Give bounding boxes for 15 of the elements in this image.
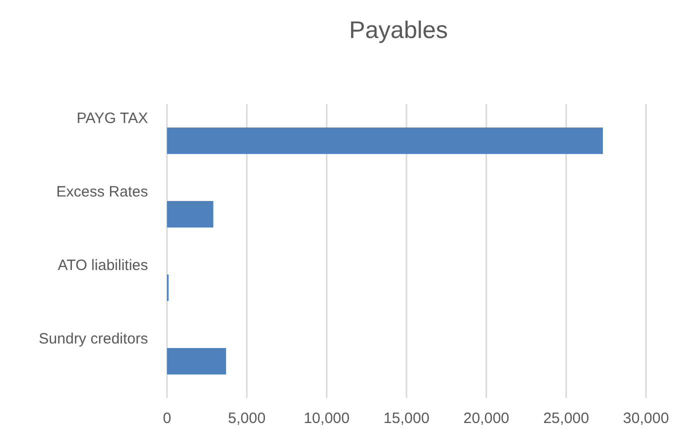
x-tick-label: 20,000	[463, 410, 510, 427]
bar	[167, 128, 603, 154]
y-tick-label: Excess Rates	[56, 184, 148, 200]
y-tick-label: PAYG TAX	[76, 110, 148, 127]
x-tick-label: 10,000	[304, 410, 350, 427]
y-tick-label: ATO liabilities	[58, 257, 148, 274]
bar	[167, 348, 226, 374]
chart-title: Payables	[349, 17, 448, 44]
y-tick-label: Sundry creditors	[38, 330, 148, 348]
x-tick-label: 25,000	[543, 410, 590, 427]
x-tick-label: 0	[162, 410, 172, 427]
x-tick-label: 15,000	[384, 410, 430, 427]
x-tick-label: 5,000	[228, 410, 266, 427]
bar	[167, 201, 214, 228]
x-tick-label: 30,000	[623, 410, 669, 427]
